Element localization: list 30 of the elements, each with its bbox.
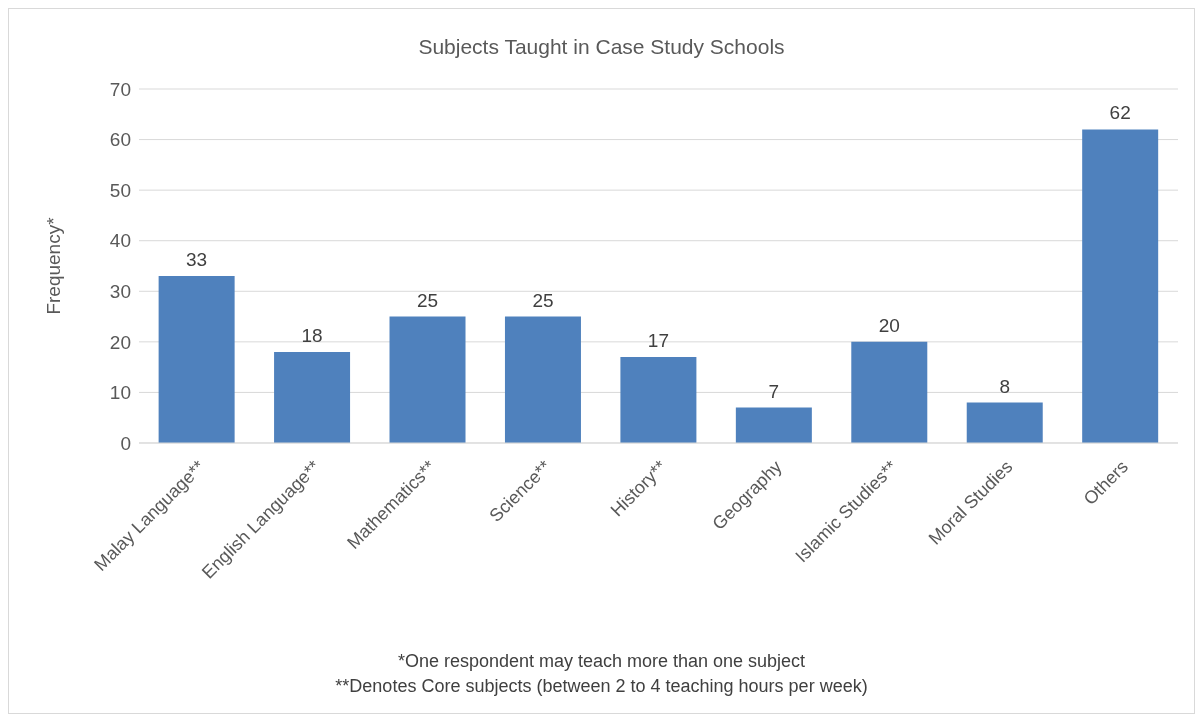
y-tick-label: 30 <box>109 281 131 303</box>
text: **Denotes Core subjects (between 2 to 4 teaching hours per week) <box>334 675 869 698</box>
y-axis-title: Frequency* <box>42 216 64 315</box>
y-tick-label: 40 <box>109 230 131 252</box>
y-tick-label: 50 <box>109 179 131 201</box>
y-tick-label: 60 <box>109 129 131 151</box>
y-tick-label: 70 <box>109 78 131 100</box>
y-tick-label: 10 <box>109 382 131 404</box>
text: *One respondent may teach more than one subject <box>396 650 807 673</box>
data-label: 33 <box>186 249 208 271</box>
bar <box>620 357 697 443</box>
bar <box>504 316 581 443</box>
data-label: 25 <box>532 289 554 311</box>
data-label: 7 <box>768 380 780 402</box>
bar <box>851 341 928 443</box>
bar <box>1082 129 1159 443</box>
y-tick-label: 0 <box>120 432 131 454</box>
bar <box>274 351 351 443</box>
bar <box>389 316 466 443</box>
data-label: 20 <box>878 314 900 336</box>
bar <box>966 402 1043 443</box>
y-tick-label: 20 <box>109 331 131 353</box>
data-label: 62 <box>1109 102 1131 124</box>
data-label: 25 <box>416 289 439 311</box>
data-label: 18 <box>301 324 323 346</box>
bar <box>735 407 812 443</box>
data-label: 17 <box>647 330 669 352</box>
bar <box>158 276 235 443</box>
chart-title: Subjects Taught in Case Study Schools <box>417 35 786 59</box>
data-label: 8 <box>999 375 1011 397</box>
